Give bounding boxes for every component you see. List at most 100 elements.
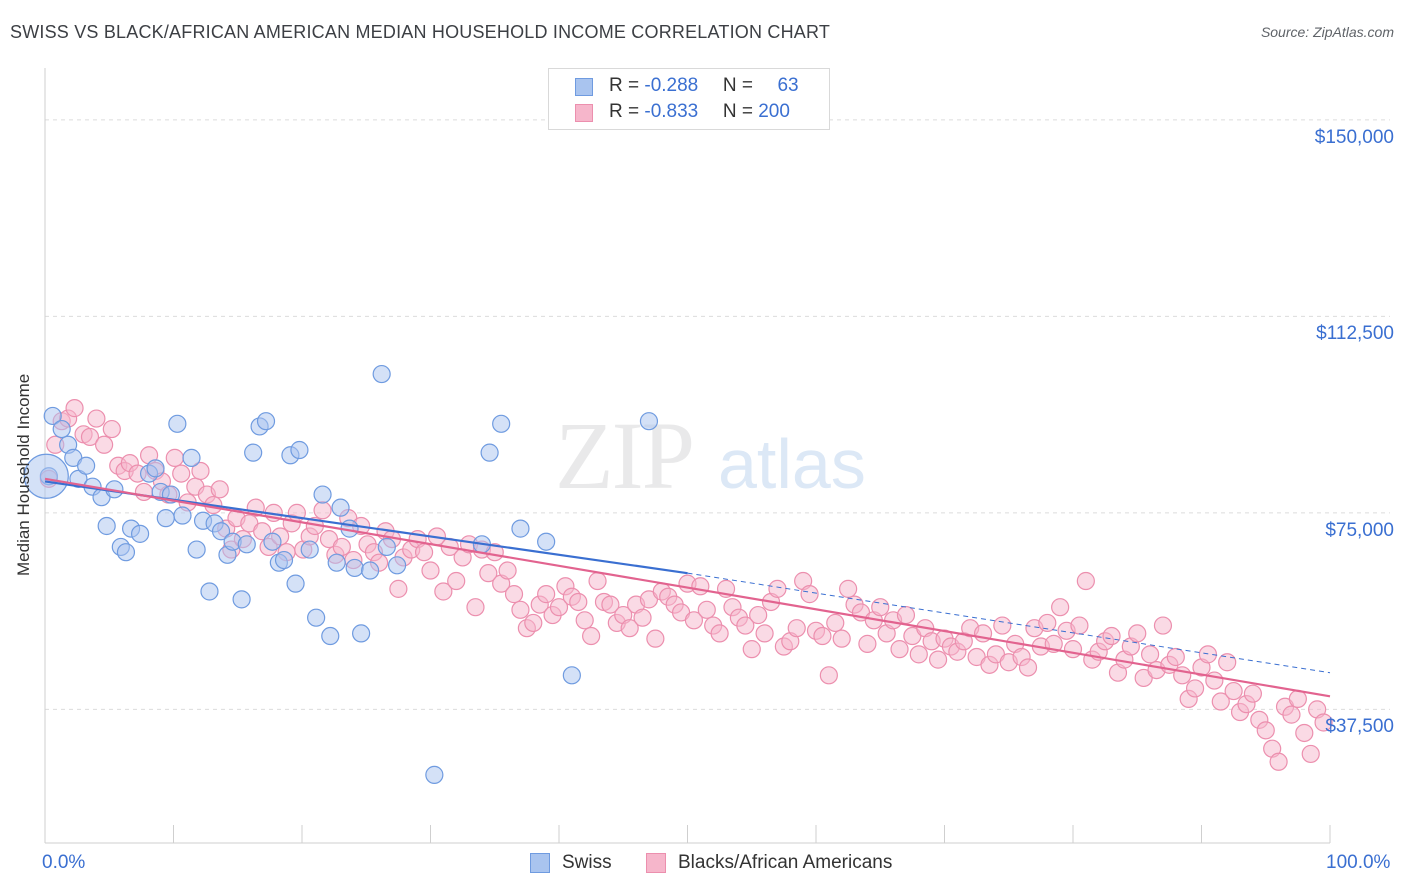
point-black xyxy=(569,592,588,612)
point-swiss xyxy=(52,419,71,439)
point-black xyxy=(1102,626,1121,646)
x-tick-label-min: 0.0% xyxy=(42,852,86,873)
point-black xyxy=(102,419,121,439)
point-black xyxy=(172,464,191,483)
point-swiss xyxy=(425,765,444,784)
point-swiss xyxy=(313,485,332,504)
point-black xyxy=(95,435,114,454)
point-black xyxy=(1314,713,1333,732)
point-black xyxy=(1063,640,1083,659)
point-black xyxy=(511,600,530,619)
chart-title: SWISS VS BLACK/AFRICAN AMERICAN MEDIAN H… xyxy=(10,22,831,42)
bottom-legend-label-black: Blacks/African Americans xyxy=(678,852,893,873)
point-swiss xyxy=(187,540,206,559)
point-swiss xyxy=(639,412,659,431)
point-black xyxy=(890,640,909,659)
point-black xyxy=(1038,613,1057,633)
point-black xyxy=(210,480,229,499)
point-swiss xyxy=(300,540,319,559)
legend-swatch-black xyxy=(575,104,593,122)
point-black xyxy=(479,564,498,583)
point-swiss xyxy=(290,440,309,460)
point-black xyxy=(65,399,84,418)
point-black xyxy=(1070,616,1089,635)
point-swiss xyxy=(492,414,511,433)
point-black xyxy=(601,595,620,614)
point-black xyxy=(800,585,819,604)
point-black xyxy=(498,561,517,580)
point-black xyxy=(582,626,601,646)
point-swiss xyxy=(562,666,581,685)
point-black xyxy=(839,579,858,598)
point-black xyxy=(466,598,485,617)
point-swiss xyxy=(130,524,150,543)
point-black xyxy=(691,577,710,596)
point-swiss xyxy=(321,626,340,646)
bottom-legend-swatch-black xyxy=(646,853,666,873)
point-black xyxy=(819,666,838,685)
point-black xyxy=(749,605,768,625)
point-black xyxy=(1224,681,1243,701)
point-black xyxy=(87,409,106,428)
legend-n-value-black: 200 xyxy=(758,101,790,122)
y-tick-label: $75,000 xyxy=(1325,519,1394,541)
legend-r-value-black: -0.833 xyxy=(644,101,699,122)
point-swiss xyxy=(168,414,187,433)
point-black xyxy=(414,543,434,562)
legend-swatch-swiss xyxy=(575,78,593,96)
point-black xyxy=(537,585,556,604)
point-swiss xyxy=(511,519,530,538)
point-swiss xyxy=(77,456,96,475)
point-swiss xyxy=(377,537,396,557)
point-swiss xyxy=(116,543,136,562)
point-swiss xyxy=(331,498,350,517)
point-black xyxy=(1256,721,1275,740)
point-black xyxy=(524,613,543,633)
bottom-legend-swatch-swiss xyxy=(530,853,550,873)
point-black xyxy=(736,616,755,635)
legend-n-label: N = xyxy=(722,75,759,96)
point-black xyxy=(575,611,594,630)
point-swiss-large xyxy=(23,453,69,499)
point-black xyxy=(389,579,408,598)
point-black xyxy=(1282,705,1301,724)
point-black xyxy=(787,619,806,638)
point-black xyxy=(1128,624,1147,643)
point-black xyxy=(1153,616,1173,635)
point-black xyxy=(620,619,639,638)
point-black xyxy=(646,629,665,648)
point-swiss xyxy=(232,590,251,609)
point-black xyxy=(1198,645,1218,664)
y-tick-label: $112,500 xyxy=(1316,323,1394,345)
point-swiss xyxy=(480,443,499,462)
correlation-legend: R = -0.288 N = 63 R = -0.833 N = 200 xyxy=(548,68,830,130)
y-tick-label: $150,000 xyxy=(1314,126,1394,148)
point-black xyxy=(742,640,761,659)
point-black xyxy=(1211,692,1230,711)
point-black xyxy=(993,616,1012,635)
point-black xyxy=(1166,647,1185,667)
point-swiss xyxy=(286,574,305,593)
point-swiss xyxy=(200,582,219,601)
watermark-atlas: atlas xyxy=(718,425,866,503)
x-tick-label-max: 100.0% xyxy=(1326,852,1391,873)
point-swiss xyxy=(307,608,326,627)
point-swiss xyxy=(182,448,201,467)
point-swiss xyxy=(327,553,346,572)
point-black xyxy=(549,598,569,617)
legend-n-value-swiss: 63 xyxy=(777,75,799,96)
point-black xyxy=(755,624,774,643)
point-black xyxy=(80,427,100,447)
source-credit: Source: ZipAtlas.com xyxy=(1260,24,1394,40)
point-swiss xyxy=(387,556,407,575)
trend-line-black xyxy=(44,477,1331,698)
series-swiss-points xyxy=(23,364,659,784)
point-black xyxy=(813,626,832,646)
point-swiss xyxy=(173,506,192,525)
point-black xyxy=(1301,744,1320,764)
legend-r-label: R = xyxy=(609,101,645,122)
point-black xyxy=(697,600,716,619)
point-swiss xyxy=(156,509,175,528)
point-black xyxy=(1243,684,1263,703)
